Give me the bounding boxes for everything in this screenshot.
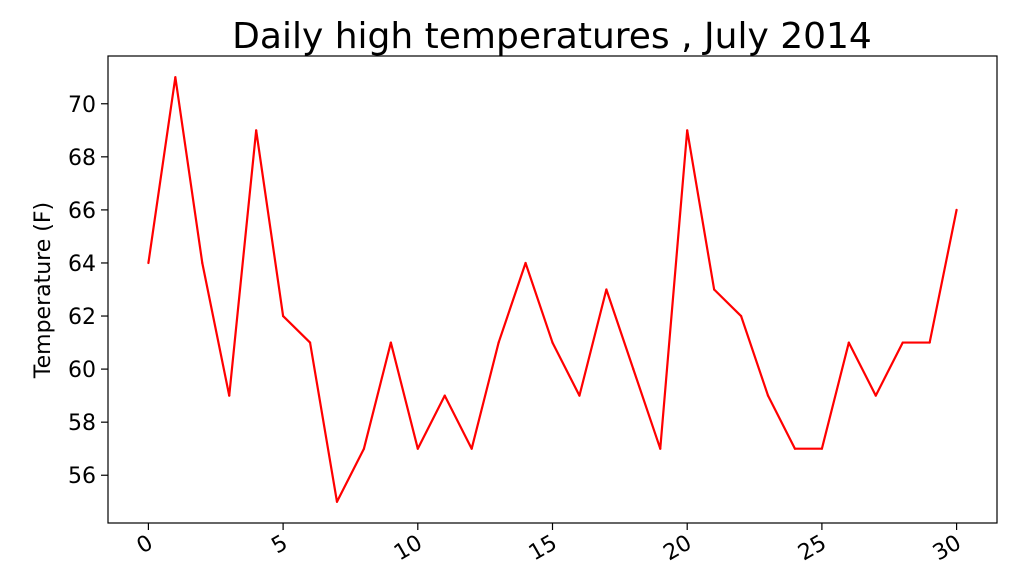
data-point <box>228 394 231 397</box>
data-point <box>362 447 366 450</box>
x-tick-label: 25 <box>794 531 831 567</box>
data-point <box>497 341 500 344</box>
data-point <box>793 447 797 450</box>
data-point <box>901 341 904 344</box>
data-point <box>605 288 608 291</box>
data-point <box>820 447 823 450</box>
data-point <box>174 76 177 79</box>
series-line <box>147 76 958 503</box>
x-tick-label: 20 <box>659 531 696 567</box>
data-point <box>713 288 716 291</box>
data-point <box>524 261 527 265</box>
y-tick-label: 70 <box>68 93 96 118</box>
y-tick-label: 56 <box>68 464 96 489</box>
data-point <box>255 129 258 132</box>
data-point <box>389 341 392 344</box>
data-point <box>443 394 446 397</box>
data-point <box>686 129 689 132</box>
data-point <box>659 447 662 450</box>
data-point <box>928 341 931 344</box>
y-axis-label: Temperature (F) <box>31 202 56 379</box>
data-point <box>470 447 473 450</box>
x-tick-label: 5 <box>267 531 292 560</box>
data-point <box>874 394 877 397</box>
chart-title: Daily high temperatures , July 2014 <box>232 16 872 57</box>
data-point <box>847 341 850 344</box>
data-point <box>201 261 204 265</box>
y-tick-label: 60 <box>68 358 96 383</box>
x-tick-label: 10 <box>390 531 427 567</box>
y-tick-label: 62 <box>68 305 96 330</box>
data-point <box>308 341 312 344</box>
y-tick-label: 66 <box>68 199 96 224</box>
data-point <box>739 314 743 318</box>
series-layer <box>147 76 958 503</box>
data-point <box>147 261 150 265</box>
x-tick-label: 15 <box>525 531 562 567</box>
x-tick-label: 30 <box>929 531 966 567</box>
data-point <box>416 447 419 450</box>
y-tick-label: 64 <box>68 252 96 277</box>
data-point <box>578 394 581 397</box>
data-point <box>955 208 958 211</box>
y-axis-ticks: 56 58 60 62 64 66 68 70 <box>68 93 108 489</box>
data-point <box>632 368 635 371</box>
x-axis-ticks: 0 5 10 15 20 25 30 <box>133 523 966 566</box>
y-tick-label: 68 <box>68 146 96 171</box>
data-point <box>766 394 770 397</box>
data-point <box>551 341 554 344</box>
plot-area: 56 58 60 62 64 66 68 70 0 5 10 15 20 25 30 <box>68 55 998 566</box>
data-point <box>282 314 285 318</box>
x-tick-label: 0 <box>133 531 158 560</box>
plot-frame <box>107 55 998 524</box>
data-point <box>335 500 339 503</box>
y-tick-label: 58 <box>68 411 96 436</box>
